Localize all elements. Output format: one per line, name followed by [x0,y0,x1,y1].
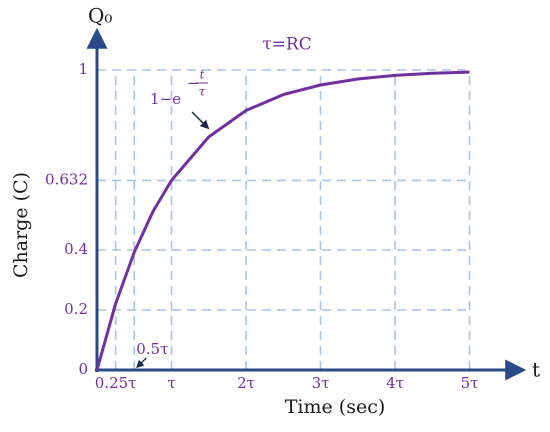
y-axis-symbol: Q₀ [88,4,112,28]
x-tick-label: 2τ [237,374,255,392]
y-axis-label: Charge (C) [10,172,32,278]
tick-arrow [136,357,147,369]
y-tick-label: 1 [78,60,88,78]
x-tick-label: 3τ [312,374,330,392]
formula-sign: − [187,74,200,92]
y-tick-label: 0 [78,360,88,378]
formula-denominator: τ [199,85,206,99]
curve [95,70,470,371]
x-tick-label: 0.25τ [95,374,137,392]
formula-numerator: t [200,68,205,82]
annotation: τ=RC [262,35,311,55]
x-tick-label: 0.5τ [136,340,168,358]
formula-arrow [191,111,210,130]
y-tick-label: 0.2 [64,300,88,318]
formula: 1−e − t τ [150,68,208,108]
x-tick-label: 5τ [461,374,479,392]
x-tick-label: τ [167,374,175,392]
x-axis-label: Time (sec) [285,396,386,418]
y-tick-label: 0.632 [45,170,88,188]
grid [97,69,471,370]
x-axis-symbol: t [532,358,540,382]
y-tick-label: 0.4 [64,240,88,258]
x-tick-label: 4τ [386,374,404,392]
formula-base: 1−e [150,90,181,108]
